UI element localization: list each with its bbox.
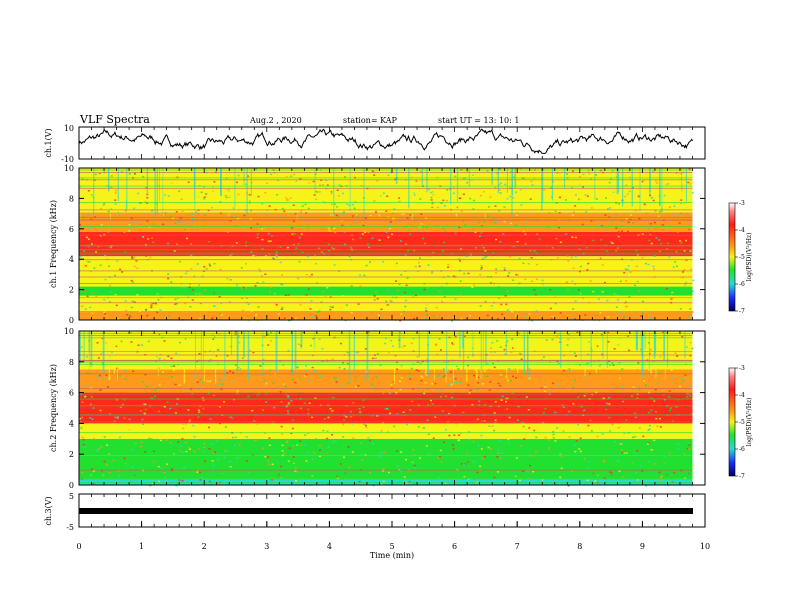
ch2-spectrogram-image bbox=[79, 331, 695, 487]
spec2-ytick-1: 2 bbox=[69, 450, 74, 459]
xtick-10: 10 bbox=[700, 542, 710, 551]
spec2-cbtick-4: -7 bbox=[739, 473, 745, 480]
x-axis-label: Time (min) bbox=[370, 551, 414, 560]
spec1-band-0 bbox=[79, 310, 693, 320]
spec2-cbtick-0: -3 bbox=[739, 365, 745, 372]
spec2-band-0 bbox=[79, 478, 693, 485]
station-label: station= KAP bbox=[343, 116, 398, 125]
ch1-ytick-top: 10 bbox=[64, 124, 74, 133]
xtick-7: 7 bbox=[515, 542, 520, 551]
spec2-hlines bbox=[79, 333, 693, 483]
ch1-waveform-panel: 10 -10 ch.1(V) bbox=[44, 124, 706, 164]
spec2-ytick-3: 6 bbox=[69, 389, 74, 398]
spec1-cbtick-0: -3 bbox=[739, 200, 745, 207]
xtick-8: 8 bbox=[577, 542, 582, 551]
ch2-spectrogram-panel: 0 2 4 6 8 10 ch.2 Frequency (kHz) -3 -4 -5 -6 -7 … bbox=[49, 327, 753, 490]
ch3-ytick-bottom: -5 bbox=[66, 523, 74, 532]
panel-tick-rows bbox=[78, 127, 706, 527]
spec2-ytick-0: 0 bbox=[69, 481, 74, 490]
spec1-cbtick-3: -6 bbox=[739, 281, 745, 288]
figure-title: VLF Spectra bbox=[79, 113, 150, 126]
spec2-band-5 bbox=[79, 369, 693, 393]
spec1-ytick-2: 4 bbox=[69, 255, 74, 264]
xtick-6: 6 bbox=[452, 542, 457, 551]
spec2-cbtick-3: -6 bbox=[739, 446, 745, 453]
ch3-panel: 5 -5 ch.3(V) 0 1 2 3 4 5 6 7 8 9 10 Time (min) bbox=[44, 492, 710, 560]
spec1-ytick-0: 0 bbox=[69, 316, 74, 325]
start-time-label: start UT = 13: 10: 1 bbox=[438, 116, 519, 125]
xtick-2: 2 bbox=[202, 542, 207, 551]
xtick-4: 4 bbox=[327, 542, 332, 551]
spec1-band-5 bbox=[79, 231, 693, 257]
ch2-colorbar-label: log(PSD)(V²/Hz) bbox=[746, 398, 753, 447]
ch1-spectrogram-image bbox=[79, 168, 695, 322]
ch1-ylabel: ch.1(V) bbox=[44, 128, 53, 157]
spec1-ytick-5: 10 bbox=[64, 164, 74, 173]
spec1-hlines bbox=[79, 169, 693, 304]
xtick-5: 5 bbox=[389, 542, 394, 551]
spec2-ytick-2: 4 bbox=[69, 419, 74, 428]
spec1-band-1 bbox=[79, 295, 693, 311]
spec1-ytick-4: 8 bbox=[69, 194, 74, 203]
spec2-ytick-5: 10 bbox=[64, 327, 74, 336]
spec1-band-3 bbox=[79, 271, 693, 287]
spec1-cbtick-1: -4 bbox=[739, 227, 745, 234]
ch1-colorbar-label: log(PSD)(V²/Hz) bbox=[746, 233, 753, 282]
date-label: Aug.2 , 2020 bbox=[249, 116, 302, 125]
ch1-waveform-line bbox=[78, 128, 693, 154]
xtick-9: 9 bbox=[640, 542, 645, 551]
spec1-cbtick-2: -5 bbox=[739, 254, 745, 261]
ch3-ytick-top: 5 bbox=[69, 492, 74, 501]
spec2-band-3 bbox=[79, 423, 693, 439]
spec1-ytick-3: 6 bbox=[69, 225, 74, 234]
ch1-spec-ylabel: ch.1 Frequency (kHz) bbox=[49, 200, 58, 288]
xtick-3: 3 bbox=[264, 542, 269, 551]
ch1-colorbar: -3 -4 -5 -6 -7 log(PSD)(V²/Hz) bbox=[728, 200, 753, 315]
ch1-ytick-bottom: -10 bbox=[61, 155, 74, 164]
ch2-spec-ylabel: ch.2 Frequency (kHz) bbox=[49, 364, 58, 452]
ch3-trace-line bbox=[79, 508, 693, 514]
ch3-ylabel: ch.3(V) bbox=[44, 496, 53, 525]
spec2-band-2 bbox=[79, 438, 693, 456]
spec1-ytick-1: 2 bbox=[69, 286, 74, 295]
ch2-colorbar: -3 -4 -5 -6 -7 log(PSD)(V²/Hz) bbox=[728, 365, 753, 480]
spec2-ytick-4: 8 bbox=[69, 358, 74, 367]
spec1-band-2 bbox=[79, 286, 693, 296]
spec1-cbtick-4: -7 bbox=[739, 308, 745, 315]
spec2-streaks bbox=[80, 331, 686, 384]
spec2-band-6 bbox=[79, 331, 693, 370]
spec2-cbtick-2: -5 bbox=[739, 419, 745, 426]
spec1-band-6 bbox=[79, 213, 693, 232]
ch1-spectrogram-panel: 0 2 4 6 8 10 ch.1 Frequency (kHz) -3 -4 -5 -6 -7 … bbox=[49, 164, 753, 325]
xtick-1: 1 bbox=[139, 542, 144, 551]
spec2-band-1 bbox=[79, 455, 693, 479]
spec2-cbtick-1: -4 bbox=[739, 392, 745, 399]
xtick-0: 0 bbox=[76, 542, 81, 551]
